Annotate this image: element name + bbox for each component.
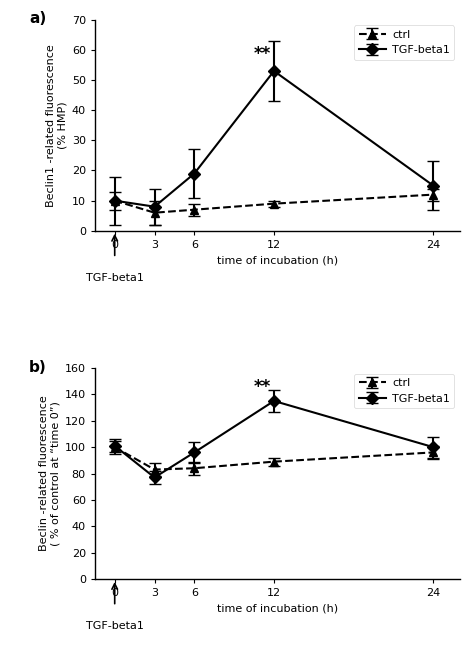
Text: b): b) — [29, 359, 47, 374]
Text: TGF-beta1: TGF-beta1 — [86, 621, 144, 631]
Y-axis label: Beclin -related fluorescence
( % of control at “time 0”): Beclin -related fluorescence ( % of cont… — [39, 395, 61, 551]
Y-axis label: Beclin1 -related fluorescence
(% HMP): Beclin1 -related fluorescence (% HMP) — [46, 44, 67, 207]
Legend: ctrl, TGF-beta1: ctrl, TGF-beta1 — [354, 374, 454, 408]
Text: **: ** — [254, 378, 271, 395]
Legend: ctrl, TGF-beta1: ctrl, TGF-beta1 — [354, 25, 454, 60]
Text: **: ** — [254, 45, 271, 63]
Text: TGF-beta1: TGF-beta1 — [86, 273, 144, 283]
X-axis label: time of incubation (h): time of incubation (h) — [217, 255, 338, 265]
X-axis label: time of incubation (h): time of incubation (h) — [217, 603, 338, 614]
Text: a): a) — [29, 11, 46, 26]
